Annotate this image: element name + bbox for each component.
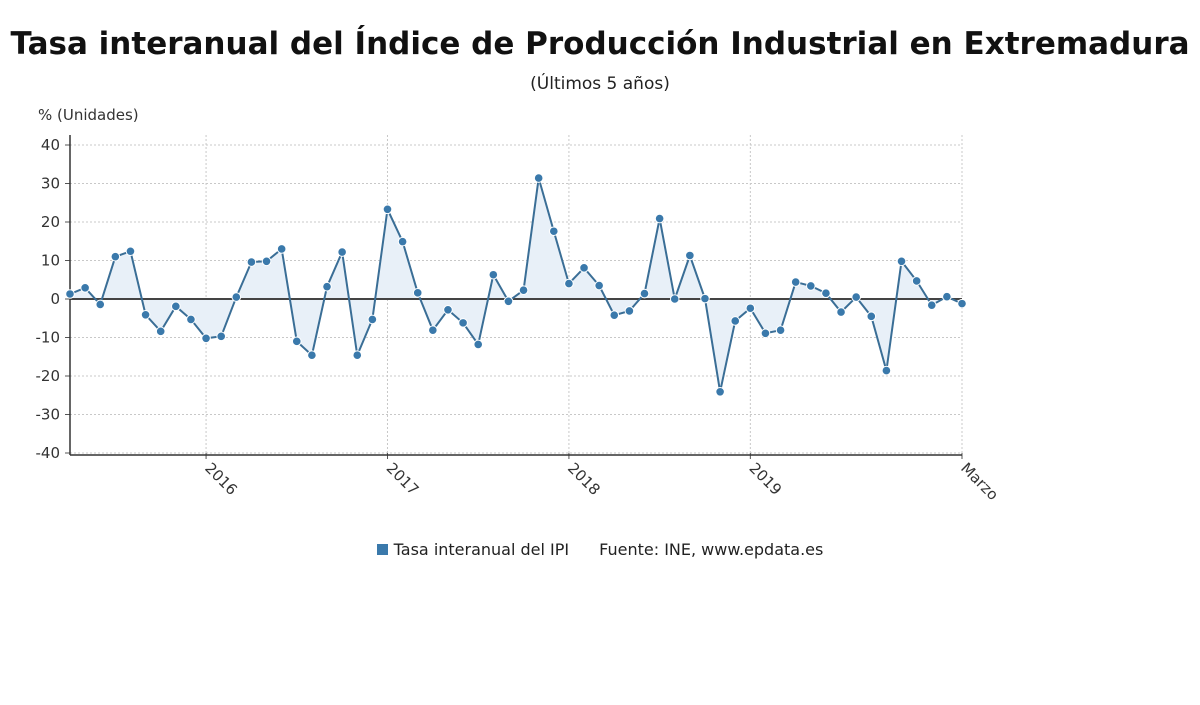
data-point xyxy=(397,236,408,247)
series-polyline xyxy=(69,177,963,392)
legend: Tasa interanual del IPI Fuente: INE, www.… xyxy=(0,540,1200,559)
data-point xyxy=(942,291,952,302)
data-point xyxy=(957,298,967,309)
data-point xyxy=(715,386,725,397)
data-point xyxy=(216,331,226,342)
x-tick-labels: 2016 2017 2018 2019 Marzo xyxy=(201,459,1002,504)
data-point xyxy=(503,296,514,307)
data-point xyxy=(382,204,393,215)
data-point xyxy=(730,316,741,326)
data-point xyxy=(307,350,317,361)
data-point xyxy=(186,314,196,325)
data-point xyxy=(790,277,801,287)
x-tick-label: 2017 xyxy=(383,459,423,499)
data-point xyxy=(594,280,604,291)
chart-subtitle: (Últimos 5 años) xyxy=(530,74,670,94)
y-tick-label: 0 xyxy=(50,290,60,308)
data-points xyxy=(65,173,967,397)
data-point xyxy=(458,318,468,328)
data-point xyxy=(851,292,861,302)
data-point xyxy=(337,247,347,257)
chart-title: Tasa interanual del Índice de Producción… xyxy=(10,26,1190,62)
data-point xyxy=(548,226,559,237)
data-point xyxy=(866,311,877,322)
data-point xyxy=(533,173,544,183)
data-point xyxy=(564,278,574,289)
data-point xyxy=(488,269,499,280)
y-tick-label: 40 xyxy=(41,136,60,154)
data-point xyxy=(110,251,121,262)
data-point xyxy=(745,303,756,314)
source-label: Fuente: INE, www.epdata.es xyxy=(599,540,824,559)
data-point xyxy=(231,292,242,302)
data-point xyxy=(276,244,287,254)
data-point xyxy=(609,310,620,320)
x-tick-label: Marzo xyxy=(957,459,1002,504)
data-point xyxy=(926,300,937,310)
x-tick-label: 2016 xyxy=(201,459,241,499)
data-point xyxy=(246,257,257,267)
data-point xyxy=(775,325,786,335)
data-point xyxy=(881,365,892,376)
data-point xyxy=(821,288,831,299)
data-point xyxy=(518,285,529,295)
data-point xyxy=(836,307,846,317)
data-point xyxy=(639,288,650,299)
y-tick-label: -30 xyxy=(36,406,61,424)
data-point xyxy=(352,350,363,361)
y-tick-labels: 40 30 20 10 0 -10 -20 -30 -40 xyxy=(36,136,61,462)
data-point xyxy=(412,288,423,298)
data-point xyxy=(669,294,680,304)
data-point xyxy=(201,333,211,344)
data-point xyxy=(65,289,75,299)
area-fill xyxy=(70,178,962,392)
data-point xyxy=(140,309,151,320)
y-tick-label: -20 xyxy=(36,367,61,385)
data-point xyxy=(322,281,332,292)
data-point xyxy=(806,281,816,291)
data-point xyxy=(125,246,136,257)
data-point xyxy=(654,213,665,224)
data-point xyxy=(428,325,438,335)
data-point xyxy=(911,276,922,286)
data-point xyxy=(261,256,272,267)
y-tick-label: -40 xyxy=(36,444,61,462)
data-point xyxy=(473,339,484,350)
data-point xyxy=(579,263,589,273)
data-point xyxy=(685,250,695,261)
data-point xyxy=(171,301,181,312)
data-point xyxy=(700,293,710,304)
legend-swatch xyxy=(376,544,388,555)
y-axis-unit-label: % (Unidades) xyxy=(38,106,139,124)
data-point xyxy=(624,306,635,316)
data-point xyxy=(367,314,378,325)
data-point xyxy=(896,256,907,267)
x-tick-label: 2018 xyxy=(564,459,604,499)
data-point xyxy=(80,283,90,293)
series-area xyxy=(70,178,962,392)
y-tick-label: 20 xyxy=(41,213,60,231)
y-tick-label: 10 xyxy=(41,252,60,270)
y-tick-label: 30 xyxy=(41,175,60,193)
x-tick-label: 2019 xyxy=(746,459,786,499)
legend-series-label: Tasa interanual del IPI xyxy=(393,540,570,559)
data-point xyxy=(95,299,106,310)
y-tick-label: -10 xyxy=(36,329,61,347)
series-line xyxy=(69,177,963,392)
data-point xyxy=(291,336,302,347)
data-point xyxy=(760,328,771,339)
data-point xyxy=(155,326,166,337)
data-point xyxy=(443,304,453,315)
